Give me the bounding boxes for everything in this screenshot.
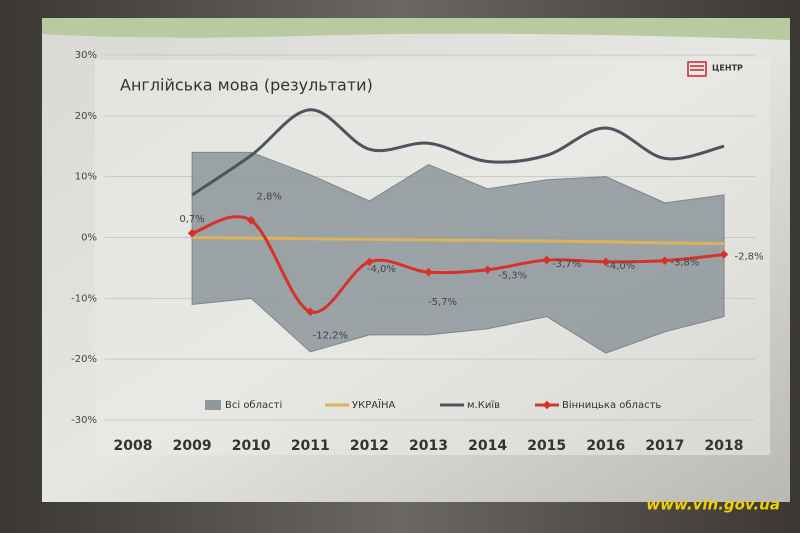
slide-band bbox=[42, 18, 790, 40]
x-tick-label: 2018 bbox=[705, 438, 744, 454]
y-tick-label: 0% bbox=[81, 233, 97, 244]
legend-marker bbox=[542, 400, 552, 410]
data-label: -3,7% bbox=[552, 259, 581, 270]
y-tick-label: -10% bbox=[71, 293, 97, 304]
x-tick-label: 2012 bbox=[350, 438, 389, 454]
series-line bbox=[192, 236, 725, 246]
legend-label: Всі області bbox=[225, 399, 282, 411]
range-area bbox=[191, 151, 725, 354]
data-point bbox=[660, 256, 670, 265]
x-tick-label: 2009 bbox=[173, 438, 212, 454]
data-label: -4,0% bbox=[367, 264, 396, 275]
logo-text: ЦЕНТР bbox=[712, 64, 743, 73]
data-point bbox=[187, 228, 197, 238]
y-tick-label: -20% bbox=[71, 354, 97, 365]
x-tick-label: 2017 bbox=[645, 438, 684, 454]
data-point bbox=[601, 257, 611, 267]
x-tick-label: 2014 bbox=[468, 438, 507, 454]
data-point bbox=[365, 257, 374, 267]
data-point bbox=[483, 265, 492, 274]
data-point bbox=[306, 307, 315, 316]
x-tick-label: 2016 bbox=[586, 438, 625, 454]
x-tick-label: 2008 bbox=[114, 438, 153, 454]
data-label: -4,0% bbox=[606, 261, 635, 272]
watermark: www.vin.gov.ua bbox=[646, 496, 780, 514]
data-label: 2,8% bbox=[256, 191, 281, 202]
data-label: -5,7% bbox=[428, 297, 457, 308]
data-point bbox=[542, 255, 551, 265]
logo: ЦЕНТР bbox=[687, 61, 743, 77]
logo-icon bbox=[687, 61, 707, 77]
y-tick-label: 20% bbox=[75, 111, 97, 122]
y-tick-label: -30% bbox=[71, 415, 97, 426]
y-tick-label: 30% bbox=[75, 50, 97, 61]
data-point bbox=[424, 267, 433, 277]
data-label: -3,8% bbox=[670, 258, 699, 269]
data-label: -12,2% bbox=[313, 331, 348, 342]
legend-label: Вінницька область bbox=[562, 399, 661, 411]
legend-label: м.Київ bbox=[467, 400, 500, 411]
legend-swatch bbox=[205, 400, 221, 410]
y-tick-label: 10% bbox=[75, 172, 97, 183]
x-tick-label: 2013 bbox=[409, 438, 448, 454]
legend-label: УКРАЇНА bbox=[352, 398, 396, 411]
x-tick-label: 2015 bbox=[527, 438, 566, 454]
data-label: -5,3% bbox=[498, 271, 527, 282]
data-point bbox=[246, 216, 256, 225]
series-line bbox=[191, 108, 725, 197]
chart-title: Англійська мова (результати) bbox=[120, 76, 373, 95]
x-tick-label: 2010 bbox=[232, 438, 271, 454]
data-label: 0,7% bbox=[179, 214, 204, 225]
data-label: -2,8% bbox=[734, 252, 763, 263]
x-tick-label: 2011 bbox=[291, 438, 330, 454]
